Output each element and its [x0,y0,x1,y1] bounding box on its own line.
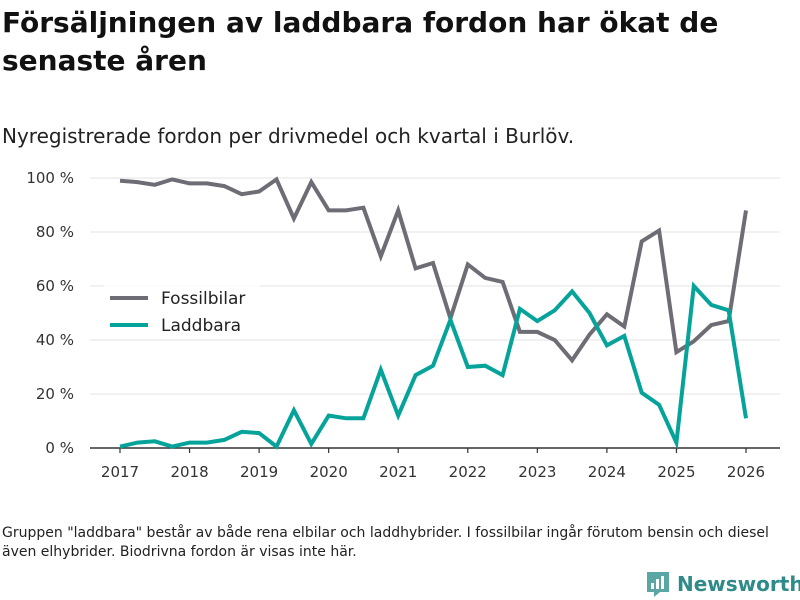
x-tick-label: 2019 [240,463,278,481]
legend-background [104,281,260,337]
x-tick-label: 2017 [101,463,139,481]
y-tick-label: 60 % [36,277,74,295]
series-line-laddbara [119,281,748,451]
x-tick-label: 2020 [310,463,348,481]
x-tick-label: 2018 [170,463,208,481]
y-tick-label: 100 % [26,169,74,187]
y-tick-label: 20 % [36,385,74,403]
newsworthy-logo-icon [647,572,669,597]
brand-logo[interactable]: Newsworthy [645,570,800,598]
chart-title: Försäljningen av laddbara fordon har öka… [2,6,719,77]
x-tick-label: 2025 [657,463,695,481]
x-tick-label: 2026 [727,463,765,481]
y-tick-label: 0 % [45,439,74,457]
x-tick-label: 2023 [518,463,556,481]
footnote: Gruppen "laddbara" består av både rena e… [2,525,769,560]
brand-name: Newsworthy [677,572,800,596]
y-tick-label: 80 % [36,223,74,241]
chart-subtitle: Nyregistrerade fordon per drivmedel och … [2,124,575,148]
x-tick-label: 2022 [449,463,487,481]
x-tick-label: 2021 [379,463,417,481]
y-tick-label: 40 % [36,331,74,349]
legend-label-fossilbilar: Fossilbilar [161,289,245,309]
line-chart: 0 % 20 % 40 % 60 % 80 % 100 % 2017 2018 2019 2020… [26,169,780,481]
legend-label-laddbara: Laddbara [161,316,241,336]
x-tick-label: 2024 [588,463,626,481]
series-line-fossilbilar [119,176,748,364]
